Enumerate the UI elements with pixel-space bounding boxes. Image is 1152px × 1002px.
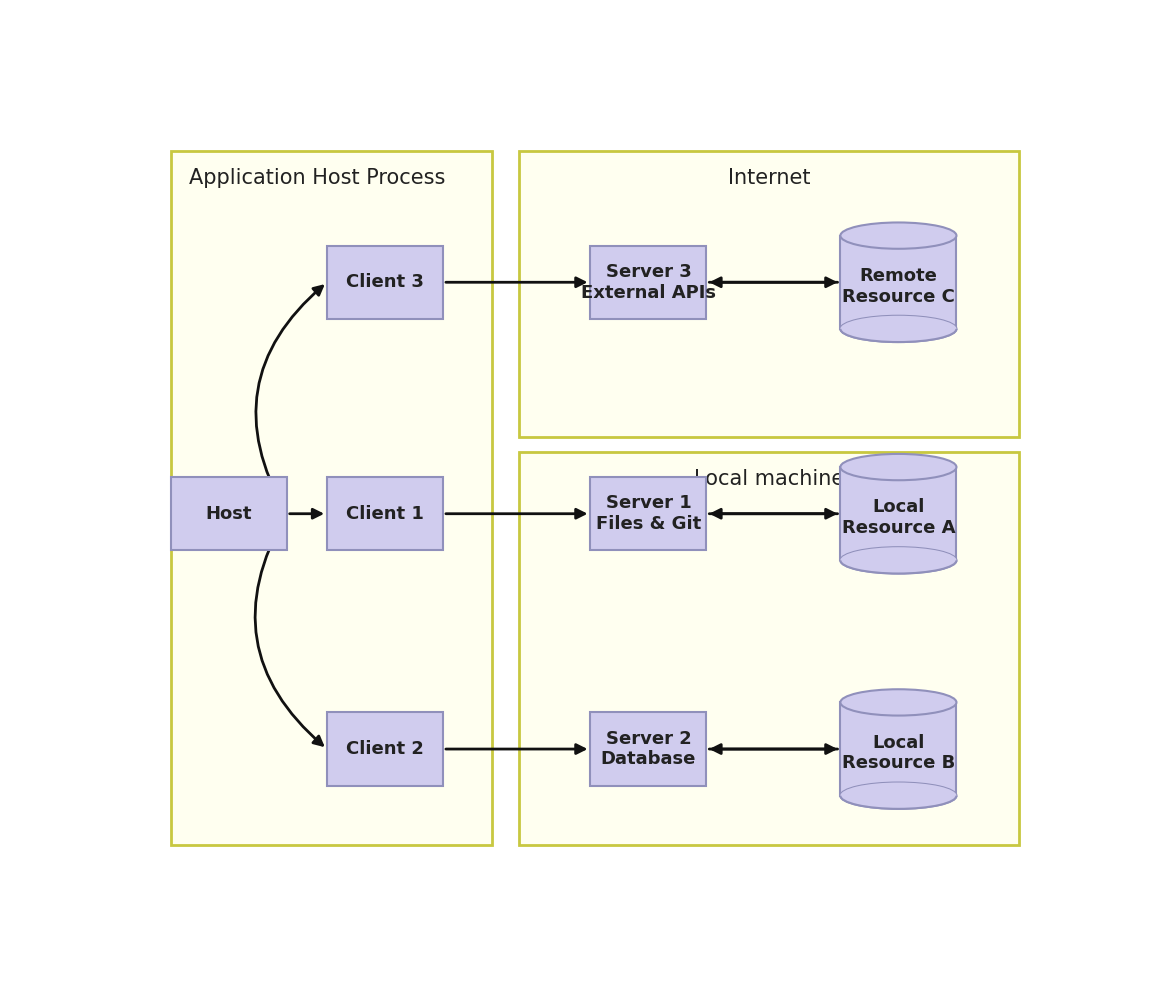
FancyBboxPatch shape xyxy=(840,467,956,560)
Text: Host: Host xyxy=(205,505,252,523)
FancyBboxPatch shape xyxy=(327,477,444,550)
Text: Client 2: Client 2 xyxy=(346,740,424,759)
FancyArrowPatch shape xyxy=(256,287,323,511)
Text: Client 1: Client 1 xyxy=(346,505,424,523)
Ellipse shape xyxy=(840,316,956,342)
Text: Server 2
Database: Server 2 Database xyxy=(600,729,696,769)
Ellipse shape xyxy=(840,689,956,715)
FancyBboxPatch shape xyxy=(840,235,956,329)
FancyArrowPatch shape xyxy=(255,516,323,745)
Ellipse shape xyxy=(840,783,956,809)
FancyBboxPatch shape xyxy=(170,477,287,550)
Ellipse shape xyxy=(840,547,956,573)
Text: Remote
Resource C: Remote Resource C xyxy=(842,267,955,306)
FancyBboxPatch shape xyxy=(590,477,706,550)
Text: Local machine: Local machine xyxy=(694,469,844,489)
FancyBboxPatch shape xyxy=(518,151,1018,437)
Ellipse shape xyxy=(840,783,956,809)
FancyBboxPatch shape xyxy=(327,245,444,319)
Text: Server 3
External APIs: Server 3 External APIs xyxy=(581,263,715,302)
FancyBboxPatch shape xyxy=(840,702,956,796)
Ellipse shape xyxy=(840,454,956,480)
FancyBboxPatch shape xyxy=(170,151,492,846)
FancyBboxPatch shape xyxy=(590,245,706,319)
Ellipse shape xyxy=(840,222,956,248)
Ellipse shape xyxy=(840,316,956,342)
Text: Local
Resource A: Local Resource A xyxy=(842,498,955,537)
Text: Application Host Process: Application Host Process xyxy=(189,168,445,188)
Text: Local
Resource B: Local Resource B xyxy=(842,733,955,773)
Text: Client 3: Client 3 xyxy=(346,274,424,292)
FancyBboxPatch shape xyxy=(518,452,1018,846)
FancyBboxPatch shape xyxy=(590,712,706,786)
Text: Internet: Internet xyxy=(728,168,810,188)
Ellipse shape xyxy=(840,547,956,573)
FancyBboxPatch shape xyxy=(327,712,444,786)
Text: Server 1
Files & Git: Server 1 Files & Git xyxy=(596,494,702,533)
